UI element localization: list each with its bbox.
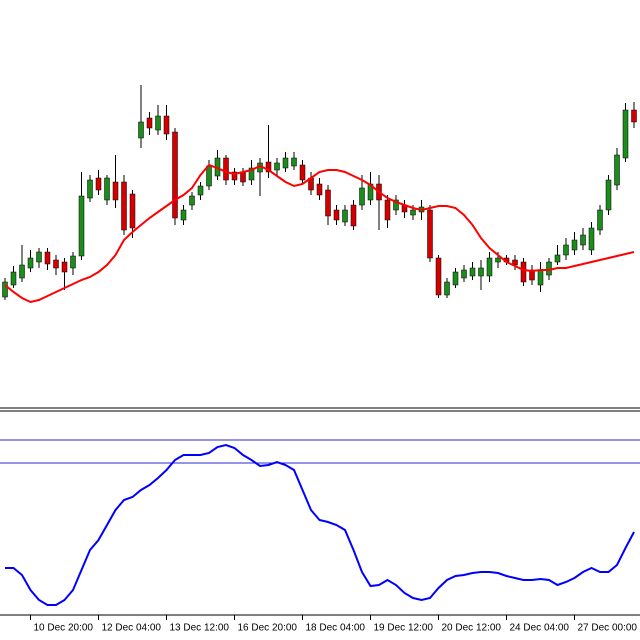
- candle-body: [104, 177, 110, 201]
- candle-body: [248, 167, 255, 181]
- candle-body: [223, 157, 229, 181]
- candle-body: [469, 267, 476, 277]
- x-tick-label: 13 Dec 12:00: [170, 623, 230, 634]
- candle-body: [265, 161, 272, 173]
- oscillator-line: [5, 443, 635, 606]
- candle-body: [155, 115, 161, 131]
- candle-body: [197, 185, 204, 196]
- candle-body: [282, 157, 289, 169]
- candle-body: [563, 244, 569, 256]
- candle-body: [495, 257, 501, 263]
- candle-body: [274, 162, 280, 171]
- candle-body: [36, 251, 42, 263]
- candle-body: [486, 257, 493, 277]
- candle-body: [10, 271, 17, 286]
- candle-body: [146, 117, 153, 129]
- candle-body: [138, 121, 144, 139]
- candle-body: [19, 264, 25, 279]
- candle-body: [87, 179, 93, 199]
- candle-body: [622, 109, 629, 159]
- candle-body: [61, 261, 68, 273]
- candle-body: [231, 171, 238, 181]
- candle-body: [554, 254, 561, 263]
- candle-body: [129, 193, 136, 229]
- candle-body: [384, 199, 391, 221]
- candle-body: [435, 257, 442, 296]
- candle-body: [350, 204, 357, 227]
- candle-body: [27, 257, 34, 269]
- candle-body: [537, 269, 544, 286]
- candle-body: [452, 271, 459, 286]
- candle-body: [325, 189, 331, 217]
- candle-body: [342, 209, 348, 223]
- candle-body: [597, 209, 603, 231]
- candle-body: [163, 115, 170, 135]
- candle-body: [316, 183, 323, 196]
- x-tick-label: 20 Dec 12:00: [442, 623, 502, 634]
- candle-body: [393, 199, 399, 211]
- candle-body: [206, 165, 212, 187]
- candle-body: [605, 179, 612, 211]
- candle-body: [172, 131, 178, 219]
- x-tick-label: 10 Dec 20:00: [34, 623, 94, 634]
- moving-average: [4, 163, 635, 304]
- candle-body: [520, 261, 527, 283]
- candle-body: [478, 267, 484, 277]
- candle-body: [410, 209, 416, 216]
- candle-body: [359, 187, 365, 206]
- candle-body: [180, 209, 187, 221]
- candle-body: [53, 259, 59, 269]
- x-tick-label: 12 Dec 04:00: [102, 623, 162, 634]
- candle-body: [78, 195, 85, 257]
- candle-body: [112, 181, 119, 201]
- candle-body: [427, 209, 433, 259]
- candle-body: [614, 154, 620, 186]
- candle-body: [631, 109, 637, 123]
- x-tick-label: 19 Dec 12:00: [374, 623, 434, 634]
- candle-body: [240, 171, 246, 183]
- candle-body: [333, 209, 340, 221]
- candle-body: [189, 195, 195, 206]
- candle-body: [571, 239, 578, 251]
- candle-body: [444, 281, 450, 296]
- candle-body: [580, 234, 586, 246]
- candle-body: [95, 177, 102, 191]
- x-tick-label: 24 Dec 04:00: [510, 623, 570, 634]
- candle-body: [121, 181, 127, 231]
- x-tick-label: 18 Dec 04:00: [306, 623, 366, 634]
- candle-body: [44, 251, 51, 265]
- candle-body: [546, 261, 552, 276]
- candle-body: [588, 227, 595, 251]
- candle-body: [299, 164, 306, 181]
- candle-body: [291, 157, 297, 167]
- candle-body: [2, 281, 8, 298]
- candle-body: [461, 269, 467, 279]
- x-tick-label: 16 Dec 20:00: [238, 623, 298, 634]
- x-tick-label: 27 Dec 00:00: [578, 623, 638, 634]
- candle-body: [70, 255, 76, 269]
